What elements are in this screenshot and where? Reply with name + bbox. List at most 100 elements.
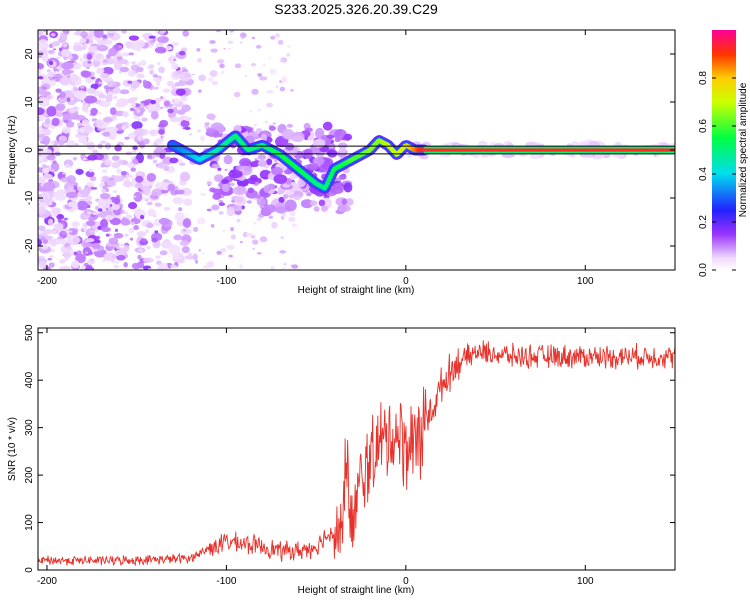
noise-blob <box>118 59 129 65</box>
noise-blob <box>196 48 201 52</box>
noise-blob <box>176 70 182 75</box>
noise-blob <box>86 53 93 60</box>
noise-blob <box>152 159 158 164</box>
noise-blob <box>142 79 147 85</box>
noise-blob <box>148 35 156 39</box>
noise-blob <box>220 70 225 75</box>
noise-blob <box>137 254 142 260</box>
x-tick-label: 0 <box>403 276 409 287</box>
noise-blob <box>56 69 60 72</box>
noise-blob <box>40 236 46 241</box>
noise-blob <box>228 169 243 179</box>
noise-blob <box>73 251 78 256</box>
noise-blob <box>198 249 202 252</box>
noise-blob <box>38 30 44 36</box>
noise-blob <box>76 186 82 192</box>
noise-blob <box>41 86 47 90</box>
noise-blob <box>172 197 184 205</box>
noise-blob <box>152 86 159 90</box>
noise-blob <box>43 31 48 35</box>
noise-blob <box>111 155 120 161</box>
noise-blob <box>87 45 99 53</box>
noise-blob <box>111 203 120 211</box>
noise-blob <box>164 100 171 107</box>
frequency-ridge <box>38 130 675 194</box>
colorbar-ticks: 0.0 0.2 0.4 0.6 0.8 <box>698 71 736 277</box>
noise-blob <box>211 163 221 169</box>
noise-blob <box>262 64 266 67</box>
x-tick-label: -200 <box>37 276 57 287</box>
noise-blob <box>91 242 101 250</box>
noise-blob <box>113 196 121 205</box>
noise-blob <box>61 61 74 70</box>
noise-blob <box>300 199 314 209</box>
noise-blob <box>130 41 141 51</box>
noise-blob <box>43 181 56 192</box>
noise-blob <box>224 168 228 171</box>
noise-blob <box>46 106 57 117</box>
noise-blob <box>75 253 87 264</box>
noise-blob <box>227 40 234 45</box>
noise-blob <box>254 124 258 126</box>
noise-blob <box>76 200 89 211</box>
noise-blob <box>169 116 182 123</box>
noise-blob <box>90 107 98 116</box>
noise-blob <box>121 30 127 34</box>
noise-blob <box>252 239 259 245</box>
noise-blob <box>55 111 64 118</box>
noise-blob <box>38 76 44 80</box>
noise-blob <box>131 121 143 130</box>
noise-blob <box>171 84 176 90</box>
noise-blob <box>48 262 55 268</box>
noise-blob <box>213 188 225 195</box>
noise-blob <box>227 47 231 51</box>
noise-blob <box>146 201 153 206</box>
noise-blob <box>201 252 205 255</box>
noise-blob <box>159 250 168 256</box>
noise-blob <box>162 88 171 93</box>
noise-blob <box>133 224 139 231</box>
noise-blob <box>169 157 179 164</box>
noise-blob <box>206 180 213 185</box>
noise-blob <box>102 203 110 209</box>
noise-blob <box>105 94 113 103</box>
noise-blob <box>98 199 106 206</box>
noise-blob <box>272 122 276 125</box>
noise-blob <box>572 142 580 147</box>
noise-blob <box>180 95 188 102</box>
noise-blob <box>38 39 48 47</box>
noise-blob <box>67 201 78 208</box>
noise-blob <box>178 50 186 56</box>
noise-blob <box>236 218 241 223</box>
noise-blob <box>68 107 77 114</box>
noise-blob <box>106 54 111 59</box>
noise-blob <box>50 140 55 146</box>
noise-blob <box>271 221 278 229</box>
noise-blob <box>100 140 107 144</box>
noise-blob <box>256 217 262 222</box>
noise-blob <box>109 217 122 226</box>
noise-blob <box>136 73 145 79</box>
noise-blob <box>155 255 161 259</box>
noise-blob <box>49 255 54 258</box>
noise-blob <box>96 44 109 52</box>
noise-blob <box>209 187 216 193</box>
noise-blob <box>226 244 235 250</box>
noise-blob <box>53 230 57 234</box>
noise-blob <box>103 252 117 262</box>
noise-blob <box>43 156 48 163</box>
noise-blob <box>189 133 192 136</box>
noise-blob <box>120 243 125 247</box>
noise-blob <box>63 251 71 259</box>
noise-blob <box>61 231 66 236</box>
y-tick-label: 300 <box>24 419 35 436</box>
noise-blob <box>286 123 294 128</box>
noise-blob <box>97 226 102 230</box>
noise-blob <box>83 125 94 134</box>
noise-blob <box>216 250 222 255</box>
noise-blob <box>263 204 277 213</box>
noise-blob <box>219 63 225 69</box>
noise-blob <box>209 70 218 77</box>
noise-blob <box>77 250 82 255</box>
noise-blob <box>322 121 333 131</box>
